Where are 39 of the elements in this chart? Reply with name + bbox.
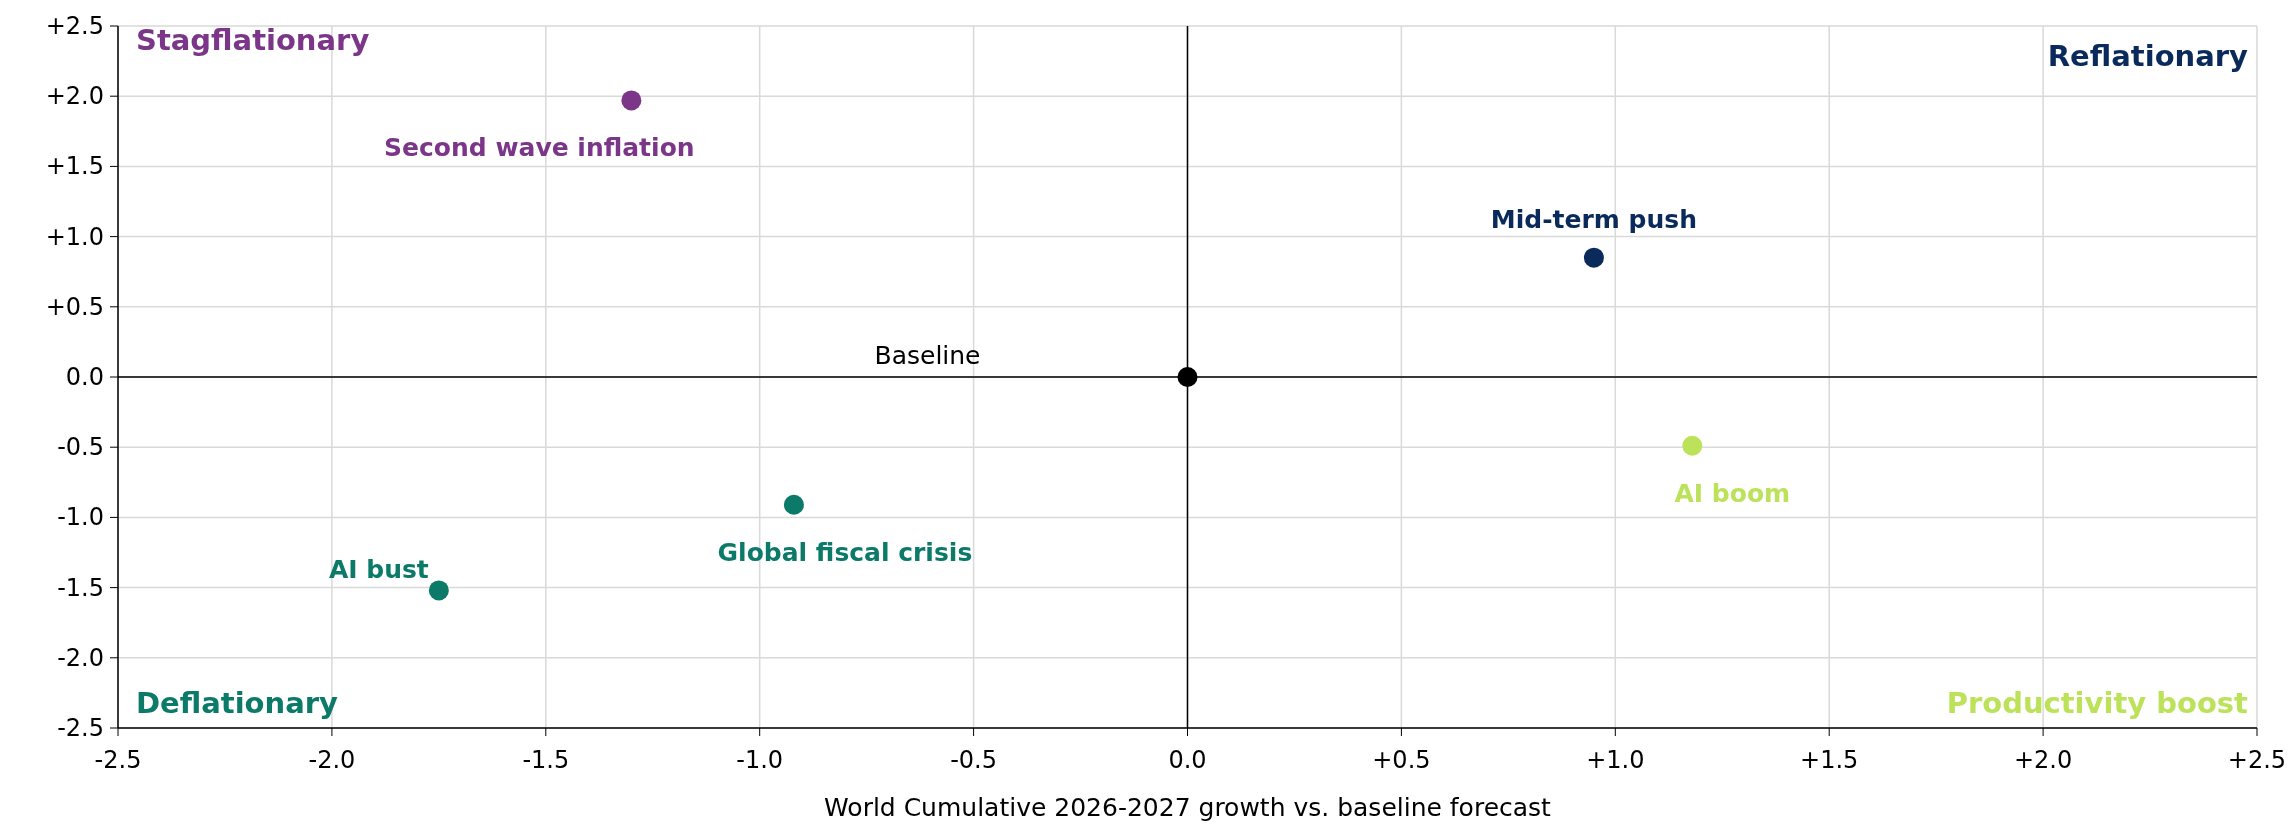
point (621, 90, 642, 111)
point (783, 494, 804, 515)
series-label: AI bust (328, 555, 429, 585)
x-axis-title: World Cumulative 2026-2027 growth vs. baseline forecast (824, 793, 1552, 822)
annotation: Reflationary (2047, 39, 2249, 73)
y-tick-label: -0.5 (57, 433, 104, 462)
y-tick-label: 0.0 (65, 363, 104, 391)
x-tick-label: +1.0 (1586, 746, 1645, 774)
text: Second wave inflation (384, 133, 695, 163)
x-tick-label: -0.5 (950, 746, 998, 774)
x-tick-label: +2.0 (2013, 746, 2073, 774)
point (1177, 367, 1198, 387)
x-tick-label: -1.5 (522, 746, 570, 774)
y-tick-label: +2.0 (45, 82, 104, 111)
annotation: Stagflationary (136, 23, 370, 57)
x-tick-label: +0.5 (1372, 746, 1431, 774)
y-tick-label: +1.5 (45, 152, 104, 181)
point (1682, 435, 1703, 456)
y-tick-label: +1.0 (45, 222, 104, 251)
y-tick-label: -1.0 (57, 503, 104, 532)
text: Baseline (874, 341, 981, 370)
y-tick-label: -1.5 (57, 573, 104, 602)
text: Global fiscal crisis (717, 537, 973, 567)
y-tick-label: +0.5 (45, 292, 104, 321)
point (428, 580, 449, 601)
annotation: Productivity boost (1946, 686, 2249, 720)
y-tick-label: +2.5 (45, 12, 104, 40)
x-tick-label: -2.0 (308, 746, 356, 774)
series-label: AI boom (1674, 478, 1791, 508)
x-tick-label: +1.5 (1800, 746, 1859, 774)
x-tick-label: 0.0 (1168, 746, 1207, 774)
y-tick-label: -2.0 (57, 643, 104, 672)
x-tick-label: +2.5 (2227, 746, 2287, 774)
y-tick-label: -2.5 (57, 714, 104, 742)
series-label: Mid-term push (1490, 204, 1697, 234)
x-tick-label: -2.5 (94, 746, 142, 774)
x-tick-label: -1.0 (736, 746, 784, 774)
annotation: Deflationary (136, 686, 339, 720)
point (1583, 247, 1604, 268)
